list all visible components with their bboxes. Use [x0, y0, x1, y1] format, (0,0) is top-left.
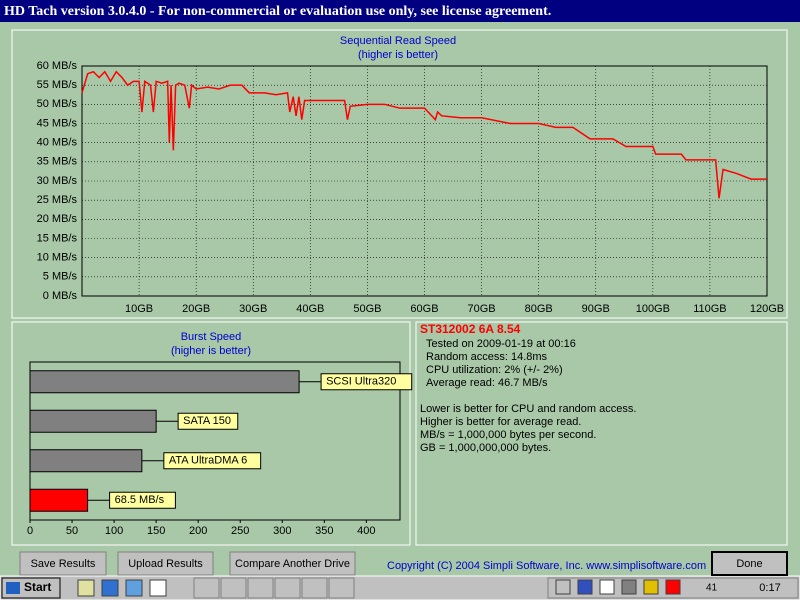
x-tick-label: 110GB: [693, 303, 726, 315]
y-tick-label: 35 MB/s: [37, 156, 78, 168]
x-tick-label: 40GB: [296, 303, 324, 315]
burst-subtitle: (higher is better): [171, 345, 251, 357]
y-tick-label: 30 MB/s: [37, 175, 78, 187]
button[interactable]: [19, 551, 107, 576]
task-button: [328, 577, 355, 599]
x-tick-label: 90GB: [582, 303, 610, 315]
x-tick-label: 50: [66, 525, 78, 537]
button-label[interactable]: Save Results: [31, 558, 96, 570]
start-label: Start: [24, 580, 51, 594]
task-button: [301, 577, 328, 599]
title-bar: [0, 0, 800, 22]
clock: 0:17: [759, 582, 780, 594]
button[interactable]: [229, 551, 356, 576]
y-tick-label: 5 MB/s: [43, 271, 78, 283]
button-label[interactable]: Upload Results: [128, 558, 203, 570]
note: GB = 1,000,000,000 bytes.: [420, 442, 551, 454]
bar-label: SCSI Ultra320: [326, 376, 396, 388]
x-tick-label: 150: [147, 525, 165, 537]
button-label[interactable]: Done: [736, 558, 762, 570]
x-tick-label: 10GB: [125, 303, 153, 315]
x-tick-label: 120GB: [750, 303, 784, 315]
x-tick-label: 300: [273, 525, 291, 537]
bar: [29, 449, 143, 473]
x-tick-label: 80GB: [525, 303, 553, 315]
x-tick-label: 350: [315, 525, 333, 537]
burst-title: Burst Speed: [181, 331, 242, 343]
read-subtitle: (higher is better): [358, 49, 438, 61]
x-tick-label: 200: [189, 525, 207, 537]
task-button: [193, 577, 220, 599]
quick-launch-icon: [125, 579, 143, 597]
tray-icon: [621, 579, 637, 595]
y-tick-label: 20 MB/s: [37, 213, 78, 225]
note: Lower is better for CPU and random acces…: [420, 403, 636, 415]
start-logo: [6, 582, 20, 594]
bar: [29, 488, 89, 512]
test-detail: Random access: 14.8ms: [426, 351, 548, 363]
x-tick-label: 100GB: [636, 303, 670, 315]
read-speed-line: [81, 70, 767, 199]
test-detail: Tested on 2009-01-19 at 00:16: [426, 338, 576, 350]
y-tick-label: 25 MB/s: [37, 194, 78, 206]
quick-launch-icon: [149, 579, 167, 597]
tray-icon: [665, 579, 681, 595]
bar-label: SATA 150: [183, 415, 231, 427]
y-tick-label: 60 MB/s: [37, 60, 78, 72]
bar-label: 68.5 MB/s: [115, 494, 165, 506]
tray-icon: [555, 579, 571, 595]
tray-icon: [577, 579, 593, 595]
x-tick-label: 400: [357, 525, 375, 537]
info-panel: [415, 321, 788, 546]
quick-launch-icon: [101, 579, 119, 597]
y-tick-label: 15 MB/s: [37, 232, 78, 244]
x-tick-label: 100: [105, 525, 123, 537]
task-button: [274, 577, 301, 599]
copyright: Copyright (C) 2004 Simpli Software, Inc.…: [387, 560, 706, 572]
x-tick-label: 20GB: [182, 303, 210, 315]
bar: [29, 370, 300, 394]
test-detail: CPU utilization: 2% (+/- 2%): [426, 364, 563, 376]
bar-label: ATA UltraDMA 6: [169, 455, 247, 467]
button-label[interactable]: Compare Another Drive: [235, 558, 350, 570]
button[interactable]: [711, 551, 788, 576]
note: Higher is better for average read.: [420, 416, 581, 428]
y-tick-label: 10 MB/s: [37, 252, 78, 264]
quick-launch-icon: [77, 579, 95, 597]
test-detail: Average read: 46.7 MB/s: [426, 377, 548, 389]
y-tick-label: 40 MB/s: [37, 137, 78, 149]
task-button: [247, 577, 274, 599]
x-tick-label: 60GB: [410, 303, 438, 315]
y-tick-label: 50 MB/s: [37, 98, 78, 110]
tray-icon: [643, 579, 659, 595]
y-tick-label: 0 MB/s: [43, 290, 78, 302]
x-tick-label: 50GB: [353, 303, 381, 315]
x-tick-label: 250: [231, 525, 249, 537]
tray-icon: [599, 579, 615, 595]
y-tick-label: 45 MB/s: [37, 117, 78, 129]
window-title: HD Tach version 3.0.4.0 - For non-commer…: [4, 4, 551, 19]
x-tick-label: 70GB: [468, 303, 496, 315]
drive-name: ST312002 6A 8.54: [420, 322, 521, 336]
task-button: [220, 577, 247, 599]
y-tick-label: 55 MB/s: [37, 79, 78, 91]
x-tick-label: 30GB: [239, 303, 267, 315]
x-tick-label: 0: [27, 525, 33, 537]
note: MB/s = 1,000,000 bytes per second.: [420, 429, 596, 441]
tray-label: 41: [706, 583, 718, 594]
button[interactable]: [117, 551, 214, 576]
read-title: Sequential Read Speed: [340, 35, 456, 47]
bar: [29, 409, 157, 433]
